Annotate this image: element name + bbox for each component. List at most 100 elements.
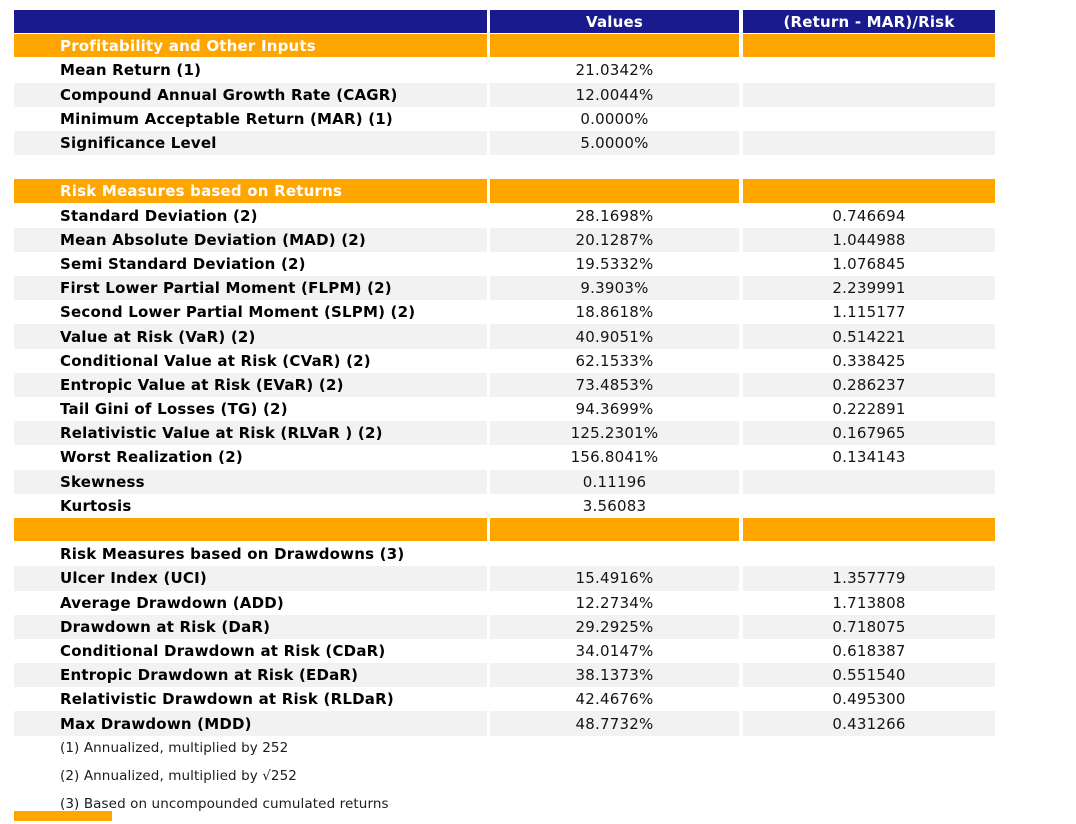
row-ratio-text: 2.239991 [832,279,906,298]
row-ratio-text: 0.718075 [832,617,906,636]
table-row: Semi Standard Deviation (2) 19.5332% 1.076… [14,252,995,276]
row-value-cell: 0.0000% [490,107,739,131]
row-value-cell: 18.8618% [490,300,739,324]
row-value-text: 48.7732% [575,714,654,733]
row-label-cell: Relativistic Drawdown at Risk (RLDaR) [14,687,487,711]
row-ratio-text: 0.551540 [832,666,906,685]
row-value-cell: 125.2301% [490,421,739,446]
row-ratio-text: 0.431266 [832,714,906,733]
row-ratio-cell: 2.239991 [743,276,995,301]
row-ratio-text: 0.286237 [832,375,906,394]
row-label-cell: Relativistic Value at Risk (RLVaR ) (2) [14,421,487,446]
row-label-cell: Ulcer Index (UCI) [14,566,487,591]
row-label-cell: Entropic Value at Risk (EVaR) (2) [14,372,487,397]
row-ratio-cell [743,494,995,518]
row-ratio-text: 0.618387 [832,641,906,660]
row-ratio-cell [743,517,995,542]
table-row: Relativistic Value at Risk (RLVaR ) (2) 1… [14,421,995,446]
row-label-text: Entropic Value at Risk (EVaR) (2) [60,375,344,394]
row-ratio-cell: 1.713808 [743,591,995,615]
row-ratio-cell [743,542,995,566]
row-label-cell [14,517,487,542]
table-row: Relativistic Drawdown at Risk (RLDaR) 42.… [14,687,995,711]
row-label-cell: Max Drawdown (MDD) [14,711,487,736]
row-value-cell: 12.0044% [490,82,739,107]
row-value-cell: 40.9051% [490,324,739,349]
row-label-cell: Mean Return (1) [14,58,487,82]
row-label-text: Significance Level [60,134,217,153]
row-ratio-text: 0.746694 [832,206,906,225]
row-value-cell [490,34,739,58]
row-value-text: 0.11196 [582,472,647,491]
row-label-text: Mean Absolute Deviation (MAD) (2) [60,230,366,249]
row-ratio-text: 1.357779 [832,569,906,588]
row-ratio-cell: 1.044988 [743,227,995,252]
risk-report-table: Values (Return - MAR)/Risk Profitability a… [14,10,995,736]
row-value-cell: 29.2925% [490,614,739,639]
row-value-cell: 20.1287% [490,227,739,252]
row-value-cell: 94.3699% [490,397,739,421]
row-label-text: Second Lower Partial Moment (SLPM) (2) [60,303,416,322]
row-value-text: 73.4853% [575,375,654,394]
row-ratio-cell: 0.551540 [743,663,995,688]
table-row: Average Drawdown (ADD) 12.2734% 1.713808 [14,591,995,615]
row-label-cell: Profitability and Other Inputs [14,34,487,58]
table-row: Entropic Drawdown at Risk (EDaR) 38.1373%… [14,663,995,688]
row-ratio-cell: 0.514221 [743,324,995,349]
row-label-text: Average Drawdown (ADD) [60,593,284,612]
row-value-cell: 21.0342% [490,58,739,82]
row-value-cell: 42.4676% [490,687,739,711]
row-ratio-cell: 0.718075 [743,614,995,639]
footnotes: (1) Annualized, multiplied by 252 (2) An… [60,740,389,824]
row-label-cell: First Lower Partial Moment (FLPM) (2) [14,276,487,301]
section-row: Profitability and Other Inputs [14,34,995,59]
footnote-1: (1) Annualized, multiplied by 252 [60,740,289,756]
row-value-cell [490,155,739,179]
row-value-cell: 0.11196 [490,469,739,494]
row-label-cell: Compound Annual Growth Rate (CAGR) [14,82,487,107]
row-ratio-cell [743,34,995,58]
row-ratio-cell: 0.167965 [743,421,995,446]
row-ratio-text: 0.134143 [832,448,906,467]
row-value-text: 62.1533% [575,351,654,370]
row-ratio-cell: 0.286237 [743,372,995,397]
row-label-text: Relativistic Drawdown at Risk (RLDaR) [60,690,394,709]
row-ratio-cell [743,107,995,131]
row-ratio-cell [743,58,995,82]
row-label-text: Minimum Acceptable Return (MAR) (1) [60,109,393,128]
row-value-text: Values [585,12,644,31]
row-label-cell: Drawdown at Risk (DaR) [14,614,487,639]
table-row: Conditional Value at Risk (CVaR) (2) 62.1… [14,349,995,373]
row-value-cell: 9.3903% [490,276,739,301]
row-ratio-text: 1.115177 [832,303,906,322]
row-value-text: 29.2925% [575,617,654,636]
section-row: Risk Measures based on Returns [14,179,995,204]
row-value-text: 12.2734% [575,593,654,612]
row-value-cell [490,517,739,542]
table-row: Worst Realization (2) 156.8041% 0.134143 [14,445,995,469]
row-value-text: 28.1698% [575,206,654,225]
row-label-cell: Risk Measures based on Drawdowns (3) [14,542,487,566]
table-row: Ulcer Index (UCI) 15.4916% 1.357779 [14,566,995,591]
row-value-cell [490,542,739,566]
row-value-cell: 28.1698% [490,204,739,228]
row-value-text: 18.8618% [575,303,654,322]
row-ratio-text: (Return - MAR)/Risk [783,12,955,31]
row-label-cell: Entropic Drawdown at Risk (EDaR) [14,663,487,688]
row-label-cell: Semi Standard Deviation (2) [14,252,487,276]
table-row: Drawdown at Risk (DaR) 29.2925% 0.718075 [14,614,995,639]
row-value-text: 125.2301% [570,424,659,443]
row-label-text: Standard Deviation (2) [60,206,258,225]
row-value-text: 94.3699% [575,400,654,419]
footnote-3: (3) Based on uncompounded cumulated retu… [60,796,389,812]
row-label-cell: Conditional Value at Risk (CVaR) (2) [14,349,487,373]
row-label-text: Skewness [60,472,145,491]
row-value-text: 34.0147% [575,641,654,660]
row-value-cell: 156.8041% [490,445,739,469]
row-ratio-text: 0.222891 [832,400,906,419]
row-ratio-cell [743,179,995,203]
row-label-text: Conditional Drawdown at Risk (CDaR) [60,641,386,660]
row-ratio-cell [743,155,995,179]
table-row: Compound Annual Growth Rate (CAGR) 12.004… [14,82,995,107]
row-value-cell: 73.4853% [490,372,739,397]
